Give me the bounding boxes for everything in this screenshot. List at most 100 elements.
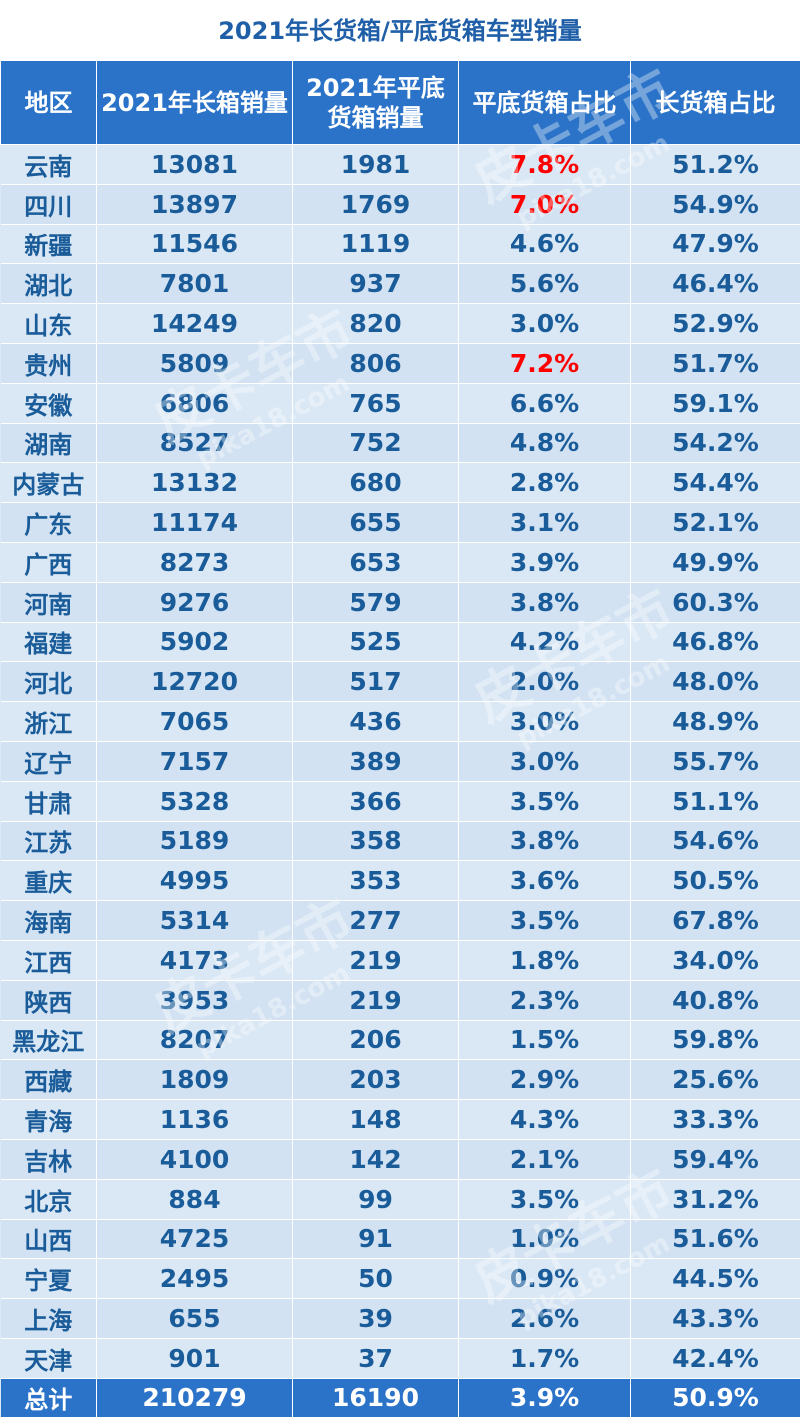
region-cell: 黑龙江 [1,1020,97,1060]
long-box-share-cell: 46.8% [631,622,800,662]
flat-box-sales-cell: 39 [293,1299,459,1339]
long-box-share-cell: 49.9% [631,542,800,582]
total-long-box-sales-cell: 210279 [97,1378,293,1417]
region-cell: 山东 [1,304,97,344]
long-box-share-cell: 48.9% [631,702,800,742]
long-box-sales-cell: 4100 [97,1139,293,1179]
long-box-sales-cell: 655 [97,1299,293,1339]
long-box-sales-cell: 7801 [97,264,293,304]
flat-box-share-cell: 3.6% [459,861,631,901]
flat-box-sales-cell: 937 [293,264,459,304]
flat-box-sales-cell: 655 [293,503,459,543]
long-box-share-cell: 52.1% [631,503,800,543]
region-cell: 内蒙古 [1,463,97,503]
long-box-sales-cell: 13081 [97,145,293,185]
flat-box-sales-cell: 1981 [293,145,459,185]
region-cell: 云南 [1,145,97,185]
flat-box-share-cell: 7.8% [459,145,631,185]
long-box-sales-cell: 901 [97,1338,293,1378]
flat-box-share-cell: 3.1% [459,503,631,543]
flat-box-sales-cell: 219 [293,980,459,1020]
flat-box-share-cell: 3.8% [459,821,631,861]
sales-table: 地区 2021年长箱销量 2021年平底货箱销量 平底货箱占比 长货箱占比 云南… [0,60,800,1418]
region-cell: 广西 [1,542,97,582]
long-box-share-cell: 48.0% [631,662,800,702]
long-box-sales-cell: 13132 [97,463,293,503]
long-box-share-cell: 59.1% [631,383,800,423]
table-header-row: 地区 2021年长箱销量 2021年平底货箱销量 平底货箱占比 长货箱占比 [1,61,800,145]
region-cell: 北京 [1,1179,97,1219]
flat-box-sales-cell: 653 [293,542,459,582]
region-cell: 海南 [1,901,97,941]
long-box-share-cell: 25.6% [631,1060,800,1100]
flat-box-share-cell: 7.0% [459,184,631,224]
long-box-share-cell: 52.9% [631,304,800,344]
flat-box-sales-cell: 206 [293,1020,459,1060]
header-flat-box-sales: 2021年平底货箱销量 [293,61,459,145]
region-cell: 青海 [1,1100,97,1140]
flat-box-share-cell: 2.0% [459,662,631,702]
long-box-share-cell: 51.1% [631,781,800,821]
long-box-share-cell: 31.2% [631,1179,800,1219]
flat-box-sales-cell: 680 [293,463,459,503]
flat-box-share-cell: 2.6% [459,1299,631,1339]
long-box-share-cell: 54.6% [631,821,800,861]
long-box-share-cell: 44.5% [631,1259,800,1299]
region-cell: 四川 [1,184,97,224]
flat-box-share-cell: 2.3% [459,980,631,1020]
flat-box-sales-cell: 517 [293,662,459,702]
flat-box-sales-cell: 277 [293,901,459,941]
flat-box-share-cell: 5.6% [459,264,631,304]
long-box-share-cell: 51.6% [631,1219,800,1259]
flat-box-sales-cell: 50 [293,1259,459,1299]
flat-box-sales-cell: 142 [293,1139,459,1179]
long-box-share-cell: 40.8% [631,980,800,1020]
long-box-share-cell: 60.3% [631,582,800,622]
flat-box-share-cell: 7.2% [459,343,631,383]
region-cell: 陕西 [1,980,97,1020]
region-cell: 江苏 [1,821,97,861]
region-cell: 西藏 [1,1060,97,1100]
total-region-cell: 总计 [1,1378,97,1417]
flat-box-share-cell: 3.0% [459,304,631,344]
flat-box-sales-cell: 1769 [293,184,459,224]
long-box-sales-cell: 5902 [97,622,293,662]
long-box-sales-cell: 7157 [97,741,293,781]
long-box-share-cell: 46.4% [631,264,800,304]
region-cell: 宁夏 [1,1259,97,1299]
long-box-sales-cell: 1809 [97,1060,293,1100]
long-box-share-cell: 51.7% [631,343,800,383]
long-box-sales-cell: 14249 [97,304,293,344]
long-box-sales-cell: 8207 [97,1020,293,1060]
region-cell: 河南 [1,582,97,622]
long-box-share-cell: 59.8% [631,1020,800,1060]
flat-box-share-cell: 2.8% [459,463,631,503]
flat-box-sales-cell: 765 [293,383,459,423]
flat-box-share-cell: 1.8% [459,940,631,980]
flat-box-sales-cell: 148 [293,1100,459,1140]
long-box-share-cell: 43.3% [631,1299,800,1339]
flat-box-share-cell: 1.5% [459,1020,631,1060]
flat-box-share-cell: 3.8% [459,582,631,622]
total-flat-box-share-cell: 3.9% [459,1378,631,1417]
flat-box-sales-cell: 752 [293,423,459,463]
header-long-box-sales: 2021年长箱销量 [97,61,293,145]
flat-box-sales-cell: 219 [293,940,459,980]
region-cell: 新疆 [1,224,97,264]
flat-box-sales-cell: 91 [293,1219,459,1259]
